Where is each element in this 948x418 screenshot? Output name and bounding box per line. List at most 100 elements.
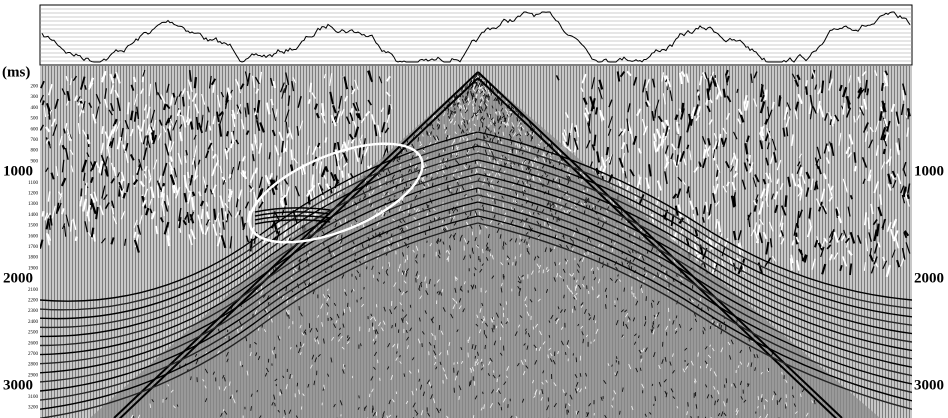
cone-stroke xyxy=(404,259,407,263)
noise-stroke xyxy=(702,205,706,215)
noise-stroke xyxy=(171,185,176,194)
cone-stroke xyxy=(715,323,719,329)
cone-stroke xyxy=(484,225,488,229)
noise-stroke xyxy=(235,139,240,145)
event xyxy=(254,215,331,221)
noise-stroke xyxy=(137,224,142,235)
noise-stroke xyxy=(892,180,897,189)
noise-stroke xyxy=(732,230,737,241)
cone-stroke xyxy=(522,146,526,150)
cone-stroke xyxy=(501,195,504,199)
noise-stroke xyxy=(686,119,692,133)
noise-stroke xyxy=(591,77,595,90)
time-label-left: 3000 xyxy=(3,377,33,393)
cone-stroke xyxy=(474,113,477,117)
cone-stroke xyxy=(578,284,582,290)
noise-stroke xyxy=(564,112,570,119)
noise-stroke xyxy=(632,135,638,146)
noise-stroke xyxy=(315,112,320,119)
noise-stroke xyxy=(355,101,360,112)
cone-stroke xyxy=(764,399,768,402)
noise-stroke xyxy=(693,166,699,173)
noise-stroke xyxy=(805,171,811,180)
cone-stroke xyxy=(360,343,362,347)
cone-stroke xyxy=(327,294,331,299)
cone-stroke xyxy=(555,235,558,238)
noise-stroke xyxy=(204,150,210,159)
cone-stroke xyxy=(497,172,501,177)
noise-stroke xyxy=(677,136,682,149)
noise-stroke xyxy=(594,107,599,115)
cone-stroke xyxy=(501,115,505,119)
noise-stroke xyxy=(162,103,167,111)
noise-stroke xyxy=(197,122,203,134)
noise-stroke xyxy=(828,141,833,150)
cone-stroke xyxy=(483,135,486,140)
noise-stroke xyxy=(57,202,62,212)
cone-stroke xyxy=(535,205,539,211)
reflection xyxy=(477,180,912,360)
cone-stroke xyxy=(511,164,514,167)
cone-stroke xyxy=(658,381,662,387)
noise-stroke xyxy=(90,160,97,171)
cone-stroke xyxy=(518,128,521,133)
cone-stroke xyxy=(487,82,491,87)
noise-stroke xyxy=(343,155,348,163)
cone-stroke xyxy=(266,367,269,373)
cone-stroke xyxy=(342,364,345,369)
cone-stroke xyxy=(220,412,223,417)
cone-stroke xyxy=(521,126,525,130)
cone-stroke xyxy=(661,359,664,364)
cone-stroke xyxy=(474,344,477,350)
cone-stroke xyxy=(517,110,520,116)
noise-stroke xyxy=(906,194,910,200)
noise-stroke xyxy=(205,218,210,226)
cone-stroke xyxy=(340,239,343,244)
noise-stroke xyxy=(637,147,642,154)
cone-stroke xyxy=(532,379,535,384)
cone-stroke xyxy=(504,156,507,160)
noise-stroke xyxy=(308,190,313,200)
noise-stroke xyxy=(759,101,766,114)
noise-stroke xyxy=(624,171,627,179)
noise-stroke xyxy=(846,234,850,248)
noise-stroke xyxy=(862,98,868,110)
noise-stroke xyxy=(126,183,130,193)
noise-stroke xyxy=(662,93,666,105)
noise-stroke xyxy=(309,82,313,93)
noise-stroke xyxy=(226,87,232,101)
noise-stroke xyxy=(278,131,284,142)
cone-stroke xyxy=(491,138,494,143)
noise-stroke xyxy=(705,97,709,105)
noise-stroke xyxy=(317,142,321,148)
noise-stroke xyxy=(713,185,716,195)
noise-stroke xyxy=(798,209,803,218)
noise-stroke xyxy=(693,235,698,242)
noise-stroke xyxy=(294,185,300,197)
noise-stroke xyxy=(352,102,358,112)
cone-stroke xyxy=(372,411,376,417)
noise-stroke xyxy=(641,118,647,130)
cone-stroke xyxy=(727,341,731,346)
noise-stroke xyxy=(293,157,298,164)
cone-stroke xyxy=(335,320,338,324)
cone-stroke xyxy=(250,393,253,397)
cone-stroke xyxy=(202,379,205,382)
cone-stroke xyxy=(491,150,494,157)
noise-stroke xyxy=(300,167,304,176)
cone-stroke xyxy=(565,259,568,265)
cone-stroke xyxy=(638,254,642,259)
noise-stroke xyxy=(189,211,195,221)
noise-stroke xyxy=(373,124,378,137)
cone-stroke xyxy=(490,122,492,126)
noise-stroke xyxy=(191,157,195,165)
cone-stroke xyxy=(490,179,493,183)
shot-gather xyxy=(40,69,912,418)
cone-stroke xyxy=(349,306,352,312)
cone-stroke xyxy=(750,362,753,367)
noise-stroke xyxy=(785,116,791,128)
cone-stroke xyxy=(415,167,418,170)
cone-stroke xyxy=(270,318,273,323)
cone-stroke xyxy=(564,352,567,356)
